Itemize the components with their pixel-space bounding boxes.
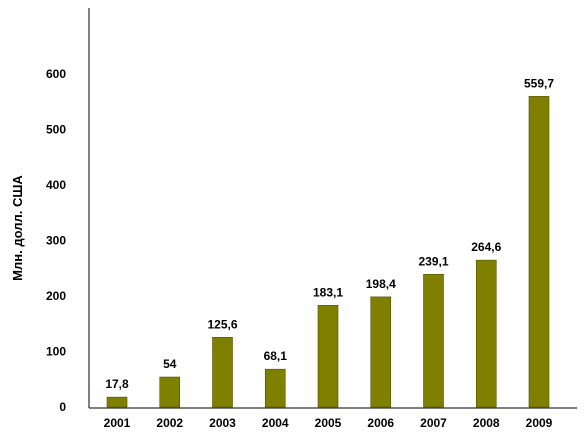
bar bbox=[528, 96, 550, 408]
bar-value-label: 68,1 bbox=[264, 349, 288, 363]
bar bbox=[317, 305, 339, 408]
bar bbox=[370, 296, 392, 408]
y-axis-title: Млн. долл. США bbox=[10, 175, 25, 281]
y-tick-label: 400 bbox=[46, 178, 66, 192]
x-tick-label: 2008 bbox=[473, 416, 500, 430]
x-tick-label: 2004 bbox=[262, 416, 289, 430]
bar-value-label: 239,1 bbox=[418, 254, 448, 268]
value-labels: 17,8 54 125,6 68,1 183,1 198,4 239,1 264,6 559,7 bbox=[105, 76, 554, 391]
y-tick-label: 600 bbox=[46, 67, 66, 81]
bar-value-label: 559,7 bbox=[524, 76, 554, 90]
x-tick-label: 2002 bbox=[156, 416, 183, 430]
y-tick-label: 100 bbox=[46, 345, 66, 359]
x-tick-label: 2007 bbox=[420, 416, 447, 430]
bars bbox=[106, 96, 550, 408]
y-axis-ticks: 0 100 200 300 400 500 600 bbox=[46, 67, 66, 414]
y-tick-label: 500 bbox=[46, 123, 66, 137]
bar-value-label: 54 bbox=[163, 357, 177, 371]
bar bbox=[159, 376, 181, 408]
bar bbox=[475, 259, 497, 408]
x-tick-label: 2006 bbox=[367, 416, 394, 430]
x-tick-label: 2005 bbox=[315, 416, 342, 430]
x-axis-labels: 2001 2002 2003 2004 2005 2006 2007 2008 2009 bbox=[104, 416, 553, 430]
bar bbox=[264, 368, 286, 408]
bar-value-label: 17,8 bbox=[105, 377, 129, 391]
x-tick-label: 2003 bbox=[209, 416, 236, 430]
bar-value-label: 264,6 bbox=[471, 240, 501, 254]
bar-value-label: 125,6 bbox=[207, 317, 237, 331]
x-tick-label: 2001 bbox=[104, 416, 131, 430]
bar-value-label: 198,4 bbox=[366, 277, 396, 291]
bar-value-label: 183,1 bbox=[313, 285, 343, 299]
x-tick-label: 2009 bbox=[526, 416, 553, 430]
bar bbox=[212, 336, 233, 408]
bar bbox=[423, 273, 444, 408]
y-tick-label: 200 bbox=[46, 289, 66, 303]
y-tick-label: 300 bbox=[46, 234, 66, 248]
bar bbox=[106, 396, 128, 408]
y-tick-label: 0 bbox=[59, 400, 66, 414]
